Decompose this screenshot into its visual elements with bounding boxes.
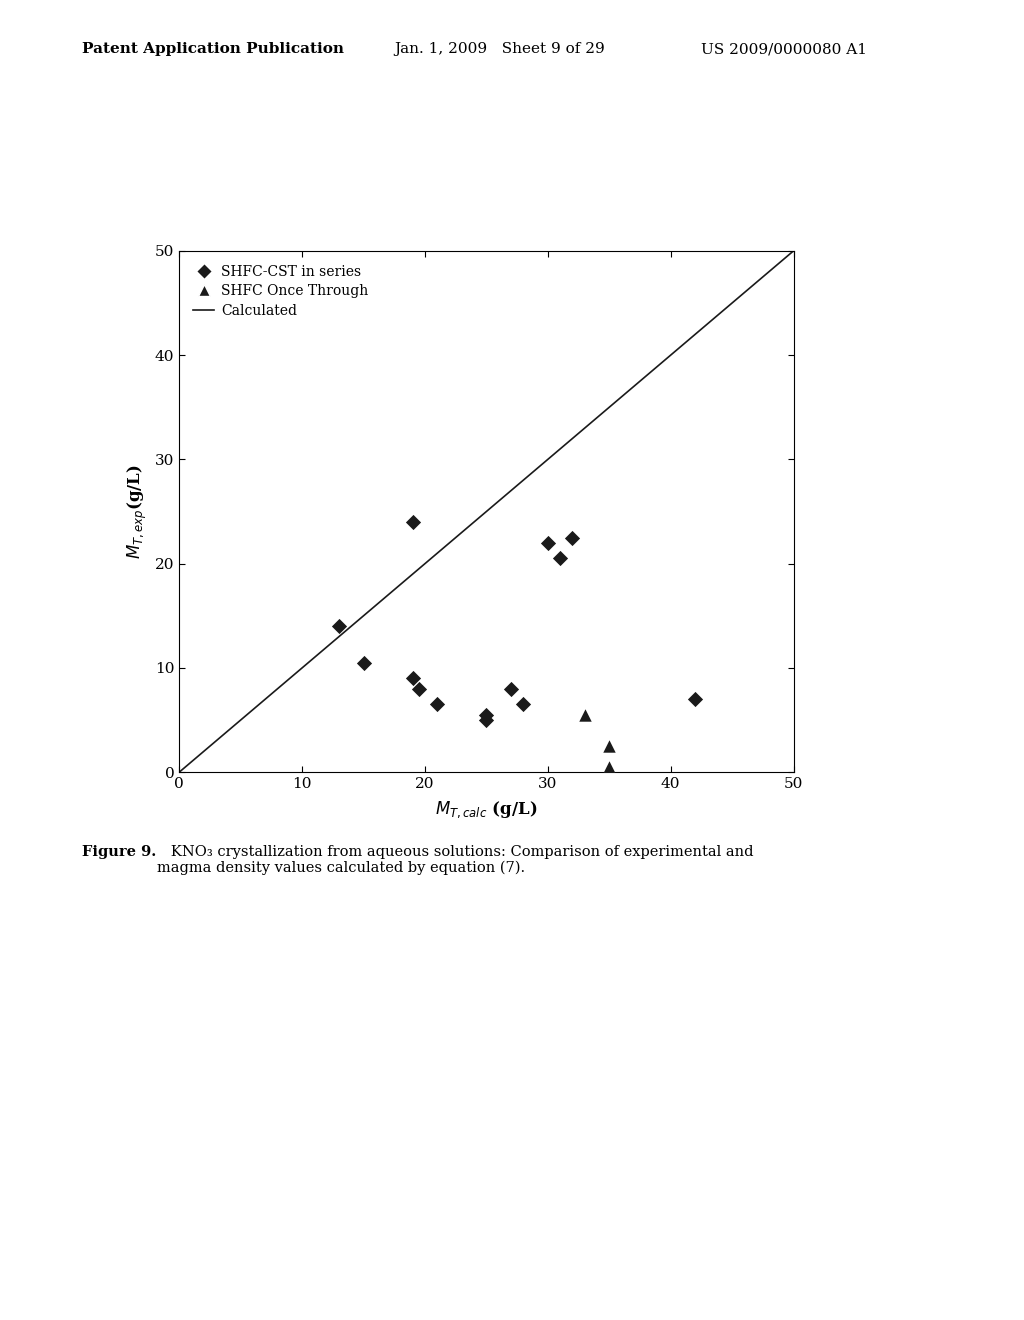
Text: KNO₃ crystallization from aqueous solutions: Comparison of experimental and
magm: KNO₃ crystallization from aqueous soluti…	[157, 845, 754, 875]
Point	[411, 678, 427, 700]
Point	[404, 511, 421, 532]
X-axis label: $M_{T,calc}$ (g/L): $M_{T,calc}$ (g/L)	[435, 800, 538, 820]
Y-axis label: $M_{T,exp}$(g/L): $M_{T,exp}$(g/L)	[126, 465, 150, 558]
Text: Figure 9.: Figure 9.	[82, 845, 157, 859]
Point	[564, 527, 581, 548]
Point	[540, 532, 556, 553]
Text: US 2009/0000080 A1: US 2009/0000080 A1	[701, 42, 867, 57]
Point	[404, 668, 421, 689]
Text: Patent Application Publication: Patent Application Publication	[82, 42, 344, 57]
Point	[429, 694, 445, 715]
Point	[515, 694, 531, 715]
Point	[552, 548, 568, 569]
Point	[355, 652, 372, 673]
Text: Jan. 1, 2009   Sheet 9 of 29: Jan. 1, 2009 Sheet 9 of 29	[394, 42, 605, 57]
Legend: SHFC-CST in series, SHFC Once Through, Calculated: SHFC-CST in series, SHFC Once Through, C…	[186, 257, 375, 325]
Point	[601, 735, 617, 756]
Point	[478, 705, 495, 726]
Point	[601, 756, 617, 777]
Point	[687, 689, 703, 710]
Point	[503, 678, 519, 700]
Point	[577, 705, 593, 726]
Point	[331, 615, 347, 636]
Point	[478, 710, 495, 731]
